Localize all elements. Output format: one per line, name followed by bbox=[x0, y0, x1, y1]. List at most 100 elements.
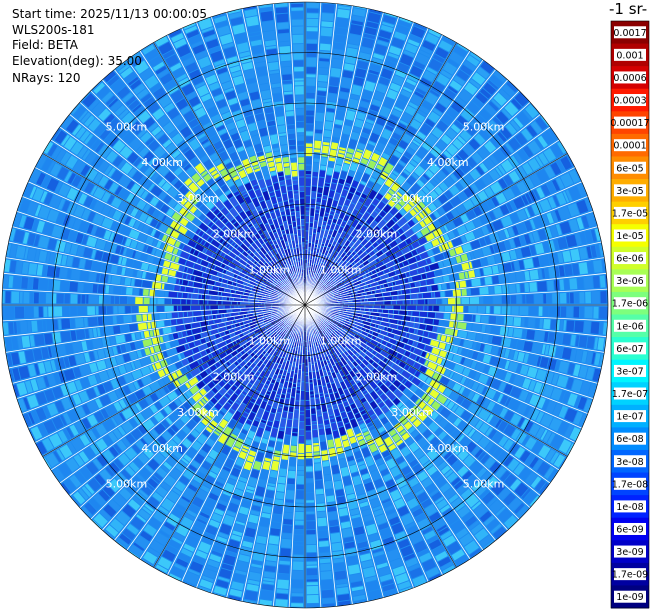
ray-gate bbox=[560, 172, 574, 188]
ray-gate bbox=[452, 382, 462, 393]
ray-gate bbox=[497, 131, 507, 142]
ray-gate bbox=[388, 384, 397, 393]
ray-gate bbox=[344, 233, 350, 239]
ray-gate bbox=[367, 298, 376, 302]
ray-gate bbox=[342, 163, 350, 172]
ray-gate bbox=[294, 520, 304, 525]
ray-gate bbox=[446, 283, 451, 290]
ray-gate bbox=[418, 293, 423, 299]
ray-gate bbox=[324, 121, 333, 131]
ray-gate bbox=[328, 229, 333, 235]
ray-gate bbox=[306, 8, 319, 13]
ray-gate bbox=[316, 197, 322, 203]
ray-gate bbox=[306, 472, 314, 479]
ray-gate bbox=[358, 316, 367, 321]
ray-gate bbox=[392, 295, 398, 300]
ray-gate bbox=[425, 32, 439, 45]
ray-gate bbox=[217, 300, 222, 305]
ray-gate bbox=[416, 231, 423, 239]
ray-gate bbox=[432, 108, 443, 116]
ray-gate bbox=[375, 324, 379, 329]
ray-gate bbox=[382, 378, 388, 384]
ray-gate bbox=[330, 342, 335, 348]
ray-gate bbox=[326, 197, 333, 208]
ray-gate bbox=[508, 155, 520, 168]
ray-gate bbox=[562, 250, 572, 263]
ray-gate bbox=[272, 514, 282, 523]
ray-gate bbox=[470, 121, 480, 131]
ray-gate bbox=[316, 318, 321, 323]
ray-gate bbox=[326, 101, 336, 109]
ray-gate bbox=[500, 215, 513, 228]
ray-gate bbox=[488, 444, 498, 455]
ray-gate bbox=[301, 382, 305, 391]
ray-gate bbox=[371, 350, 377, 356]
ray-gate bbox=[411, 241, 420, 249]
ray-gate bbox=[329, 314, 336, 318]
ray-gate bbox=[503, 174, 514, 186]
ray-gate bbox=[321, 225, 326, 230]
ray-gate bbox=[567, 155, 575, 167]
ray-gate bbox=[395, 346, 406, 355]
ray-gate bbox=[464, 314, 473, 322]
ray-gate bbox=[421, 141, 432, 151]
ray-gate bbox=[512, 225, 519, 236]
ray-gate bbox=[416, 342, 426, 350]
ray-gate bbox=[461, 262, 470, 271]
ray-gate bbox=[365, 273, 370, 277]
ray-gate bbox=[422, 558, 437, 572]
ray-gate bbox=[409, 159, 418, 167]
ray-gate bbox=[376, 40, 389, 47]
ray-gate bbox=[469, 460, 483, 475]
ray-gate bbox=[336, 245, 343, 253]
ray-gate bbox=[148, 305, 157, 313]
ray-gate bbox=[527, 366, 538, 379]
ray-gate bbox=[299, 411, 305, 415]
ray-gate bbox=[401, 246, 410, 254]
ray-gate bbox=[469, 168, 481, 181]
ray-gate bbox=[418, 381, 425, 389]
ray-gate bbox=[550, 452, 560, 464]
ray-gate bbox=[307, 262, 310, 267]
ray-gate bbox=[375, 352, 385, 361]
ray-gate bbox=[568, 218, 579, 232]
ray-gate bbox=[516, 209, 528, 221]
ray-gate bbox=[382, 292, 391, 297]
ray-gate bbox=[489, 415, 500, 427]
ray-gate bbox=[436, 139, 447, 151]
ray-gate bbox=[181, 299, 186, 305]
ray-gate bbox=[403, 50, 415, 58]
ray-gate bbox=[320, 27, 333, 37]
ray-gate bbox=[343, 214, 350, 222]
ray-gate bbox=[398, 320, 402, 325]
ray-gate bbox=[537, 135, 548, 148]
ray-gate bbox=[559, 319, 564, 331]
ray-gate bbox=[386, 374, 396, 383]
ray-gate bbox=[408, 263, 418, 271]
ray-gate bbox=[331, 137, 340, 143]
ray-gate bbox=[336, 282, 342, 287]
ray-gate bbox=[305, 466, 313, 472]
ray-gate bbox=[113, 286, 122, 295]
ray-gate bbox=[426, 448, 439, 461]
ray-gate bbox=[466, 55, 480, 67]
ray-gate bbox=[437, 207, 446, 216]
ray-gate bbox=[344, 278, 348, 282]
ray-gate bbox=[280, 460, 288, 469]
ray-gate bbox=[550, 162, 562, 176]
ray-gate bbox=[383, 97, 395, 109]
ray-gate bbox=[354, 321, 364, 327]
ray-gate bbox=[433, 210, 441, 219]
ray-gate bbox=[602, 322, 608, 335]
ray-gate bbox=[407, 339, 414, 346]
ray-gate bbox=[485, 325, 491, 334]
ray-gate bbox=[508, 170, 521, 183]
ray-gate bbox=[491, 378, 502, 390]
ray-gate bbox=[322, 141, 330, 146]
ray-gate bbox=[539, 198, 552, 212]
ray-gate bbox=[340, 252, 346, 258]
ray-gate bbox=[313, 221, 318, 229]
ray-gate bbox=[13, 276, 22, 289]
ray-gate bbox=[355, 305, 365, 308]
ray-gate bbox=[113, 306, 118, 314]
